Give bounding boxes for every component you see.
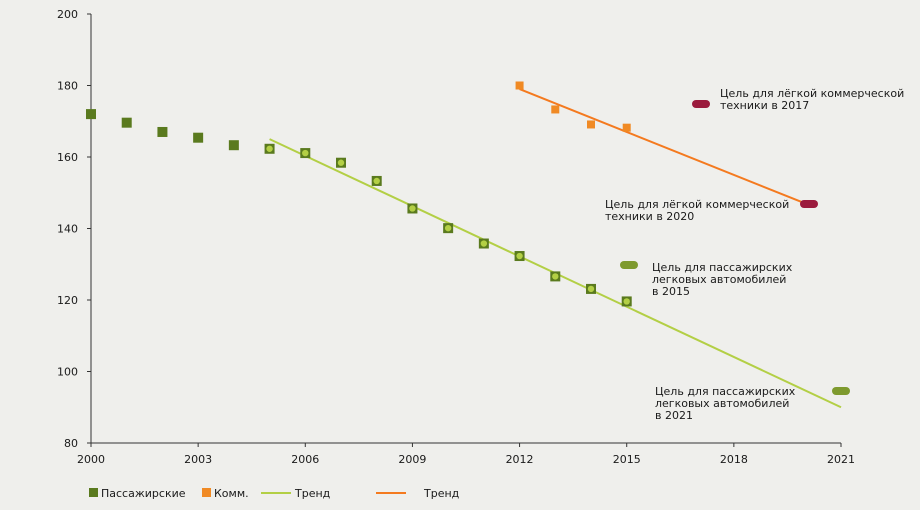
y-tick-label: 160 bbox=[57, 151, 78, 164]
legend-label: Тренд bbox=[423, 487, 460, 500]
passenger-point bbox=[264, 143, 275, 154]
legend-swatch bbox=[89, 488, 98, 497]
x-tick-label: 2012 bbox=[506, 453, 534, 466]
commercial-point bbox=[622, 123, 631, 132]
target-label-line: легковых автомобилей bbox=[655, 397, 789, 410]
x-tick-label: 2015 bbox=[613, 453, 641, 466]
passenger-point bbox=[371, 175, 382, 186]
passenger-trend-overlay bbox=[623, 298, 630, 305]
passenger-point bbox=[193, 132, 204, 143]
passenger-trend-overlay bbox=[444, 224, 452, 232]
passenger-point bbox=[86, 109, 96, 120]
passenger-point bbox=[336, 157, 346, 168]
passenger-point bbox=[407, 203, 418, 214]
passenger-point bbox=[621, 296, 632, 307]
passenger-trend-overlay bbox=[409, 205, 416, 212]
passenger-point bbox=[586, 283, 596, 294]
passenger-point bbox=[300, 148, 311, 159]
x-tick-label: 2018 bbox=[720, 453, 748, 466]
y-tick-label: 120 bbox=[57, 294, 78, 307]
target-label-line: в 2015 bbox=[652, 285, 690, 298]
y-tick-label: 200 bbox=[57, 8, 78, 21]
y-tick-label: 140 bbox=[57, 223, 78, 236]
passenger-trend-overlay bbox=[266, 145, 273, 152]
target-label-line: в 2021 bbox=[655, 409, 693, 422]
target-label-line: легковых автомобилей bbox=[652, 273, 786, 286]
y-tick-label: 80 bbox=[64, 437, 78, 450]
passenger-point bbox=[514, 251, 525, 262]
target-marker bbox=[692, 100, 710, 108]
passenger-point bbox=[443, 223, 454, 234]
data-points bbox=[86, 81, 632, 307]
target-marker bbox=[800, 200, 818, 208]
x-tick-label: 2009 bbox=[398, 453, 426, 466]
target-label-line: техники в 2017 bbox=[720, 99, 809, 112]
legend-label: Комм. bbox=[214, 487, 249, 500]
passenger-marker bbox=[228, 140, 239, 151]
passenger-trend-overlay bbox=[337, 159, 345, 166]
passenger-point bbox=[228, 140, 239, 151]
legend: Пассажирские Комм. Тренд Тренд bbox=[89, 487, 460, 500]
target-label-line: Цель для лёгкой коммерческой bbox=[720, 87, 904, 100]
target-marker bbox=[832, 387, 850, 395]
legend-label: Пассажирские bbox=[101, 487, 186, 500]
passenger-trend-overlay bbox=[302, 149, 309, 157]
target-label-line: Цель для пассажирских bbox=[655, 385, 796, 398]
x-tick-label: 2021 bbox=[827, 453, 855, 466]
commercial-point bbox=[587, 120, 595, 129]
legend-label: Тренд bbox=[294, 487, 331, 500]
legend-item: Тренд bbox=[261, 487, 331, 500]
passenger-trend-overlay bbox=[552, 273, 559, 280]
target-marker bbox=[620, 261, 638, 269]
passenger-marker bbox=[86, 109, 96, 120]
passenger-trend-overlay bbox=[516, 252, 523, 260]
passenger-marker bbox=[193, 132, 204, 143]
x-tick-label: 2000 bbox=[77, 453, 105, 466]
passenger-point bbox=[157, 126, 168, 137]
x-tick-label: 2006 bbox=[291, 453, 319, 466]
y-tick-label: 100 bbox=[57, 366, 78, 379]
target-label-line: Цель для лёгкой коммерческой bbox=[605, 198, 789, 211]
target-label-line: Цель для пассажирских bbox=[652, 261, 793, 274]
legend-item: Комм. bbox=[202, 487, 249, 500]
passenger-trend-overlay bbox=[373, 177, 380, 185]
y-tick-label: 180 bbox=[57, 80, 78, 93]
trend-lines bbox=[269, 88, 842, 409]
passenger-trend-overlay bbox=[587, 285, 595, 293]
passenger-marker bbox=[157, 126, 168, 137]
x-tick-label: 2003 bbox=[184, 453, 212, 466]
passenger-trend-overlay bbox=[480, 240, 488, 247]
commercial-point bbox=[515, 81, 524, 90]
legend-item: Тренд bbox=[376, 487, 460, 500]
axes: 80 100 120 140 160 180 200 2000 2003 2006 2009 2012… bbox=[57, 8, 855, 466]
legend-item: Пассажирские bbox=[89, 487, 186, 500]
passenger-point bbox=[478, 238, 489, 249]
legend-swatch bbox=[202, 488, 211, 497]
passenger-marker bbox=[121, 117, 132, 128]
target-label-line: техники в 2020 bbox=[605, 210, 694, 223]
commercial-point bbox=[551, 105, 560, 114]
commercial-trend-line bbox=[519, 88, 806, 205]
passenger-point bbox=[121, 117, 132, 128]
passenger-point bbox=[550, 271, 561, 282]
